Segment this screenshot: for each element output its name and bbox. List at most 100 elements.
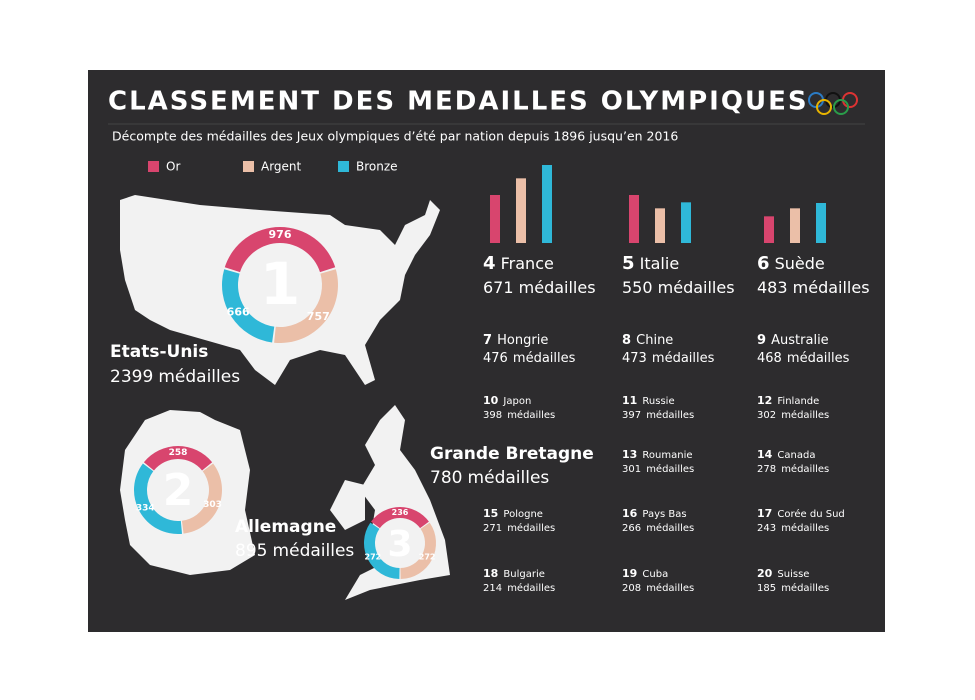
medal-bar [655, 208, 665, 243]
donut-segment [274, 269, 339, 343]
list-name: 15 Pologne [483, 504, 543, 523]
list-name-part: Roumanie [642, 450, 692, 461]
list-name: 20 Suisse [757, 564, 809, 583]
olympic-rings [808, 92, 858, 115]
map-ireland [330, 480, 365, 530]
list-name: 18 Bulgarie [483, 564, 545, 583]
list-total: 301 médailles [622, 459, 694, 478]
donut-label: 976 [269, 228, 292, 241]
list-name-part: Hongrie [497, 333, 548, 348]
list-total-part: médailles [781, 409, 829, 421]
list-name-part: Finlande [777, 396, 819, 407]
rank-number: 2 [163, 465, 194, 516]
country-total-part: 895 [235, 541, 267, 561]
list-total: 243 médailles [757, 518, 829, 537]
legend-label: Argent [261, 160, 302, 174]
donut-segment [224, 227, 336, 273]
country-name-part: Italie [640, 254, 680, 273]
country-name: 4 France [483, 253, 554, 274]
country-total: 895 médailles [235, 541, 354, 562]
list-total-part: médailles [646, 463, 694, 475]
rank-number: 3 [387, 524, 412, 565]
legend-swatch [148, 161, 159, 172]
country-total-part: médailles [658, 278, 735, 297]
list-name-part: 11 [622, 394, 637, 407]
country-name: 5 Italie [622, 253, 679, 274]
donut-label: 666 [227, 305, 250, 318]
list-total-part: médailles [646, 582, 694, 594]
list-name-part: Cuba [642, 569, 668, 580]
donut-label: 272 [419, 552, 436, 561]
country-total-part: 780 [430, 468, 462, 488]
list-name: 16 Pays Bas [622, 504, 687, 523]
country-total-part: 2399 [110, 367, 153, 387]
list-name-part: 18 [483, 567, 498, 580]
country-total: 780 médailles [430, 468, 549, 489]
list-total: 398 médailles [483, 405, 555, 424]
list-name-part: Australie [771, 333, 829, 348]
country-name: Grande Bretagne [430, 444, 594, 464]
donut-label: 272 [365, 552, 382, 561]
list-name: 9 Australie [757, 330, 829, 349]
medal-bar [629, 195, 639, 243]
list-name-part: 20 [757, 567, 773, 580]
country-total-part: médailles [468, 468, 550, 488]
country-total: 550 médailles [622, 278, 735, 297]
donut-segment [143, 446, 213, 471]
donut-segment [181, 463, 222, 534]
country-name-part: 5 [622, 253, 635, 274]
country-total-part: médailles [158, 367, 240, 387]
list-name-part: Bulgarie [503, 569, 545, 580]
list-total: 473 médailles [622, 348, 715, 367]
list-total: 185 médailles [757, 578, 829, 597]
list-total: 271 médailles [483, 518, 555, 537]
list-name-part: 10 [483, 394, 499, 407]
list-name-part: 16 [622, 507, 638, 520]
legend-label: Bronze [356, 160, 398, 174]
list-total: 468 médailles [757, 348, 850, 367]
list-name: 13 Roumanie [622, 445, 693, 464]
country-name: 6 Suède [757, 253, 825, 274]
medal-bar [790, 208, 800, 243]
donut-segment [222, 269, 275, 343]
list-name-part: 8 [622, 333, 631, 348]
list-total: 476 médailles [483, 348, 576, 367]
medal-bar [542, 165, 552, 243]
country-total-part: 671 [483, 278, 514, 297]
country-total-part: médailles [273, 541, 355, 561]
list-total-part: 397 [622, 410, 641, 421]
list-name-part: 13 [622, 448, 637, 461]
list-total-part: 208 [622, 583, 641, 594]
country-total: 2399 médailles [110, 367, 240, 388]
list-name-part: Canada [777, 450, 815, 461]
list-total-part: 185 [757, 583, 776, 594]
medal-bar [764, 216, 774, 243]
list-name-part: 12 [757, 394, 772, 407]
list-total-part: 473 [622, 351, 647, 366]
donut-segment [371, 507, 429, 529]
list-name: 10 Japon [483, 391, 531, 410]
list-name: 17 Corée du Sud [757, 504, 845, 523]
list-name-part: Pologne [503, 509, 543, 520]
list-name-part: 17 [757, 507, 772, 520]
medal-bar [681, 202, 691, 243]
rank-number: 1 [260, 250, 300, 318]
list-name-part: 15 [483, 507, 498, 520]
list-name-part: Pays Bas [642, 509, 686, 520]
subtitle: Décompte des médailles des Jeux olympiqu… [112, 129, 678, 144]
donut-label: 258 [169, 448, 188, 458]
list-total: 302 médailles [757, 405, 829, 424]
list-total-part: médailles [507, 582, 555, 594]
donut-label: 334 [136, 504, 155, 514]
donut-label: 236 [392, 508, 409, 517]
country-total: 671 médailles [483, 278, 596, 297]
list-name: 8 Chine [622, 330, 673, 349]
list-total-part: médailles [513, 351, 576, 366]
title: CLASSEMENT DES MEDAILLES OLYMPIQUES [108, 87, 809, 117]
list-total-part: 278 [757, 464, 776, 475]
list-name-part: Japon [502, 396, 531, 407]
maps [120, 195, 450, 600]
list-name-part: Corée du Sud [777, 508, 844, 520]
list-total-part: 398 [483, 410, 502, 421]
